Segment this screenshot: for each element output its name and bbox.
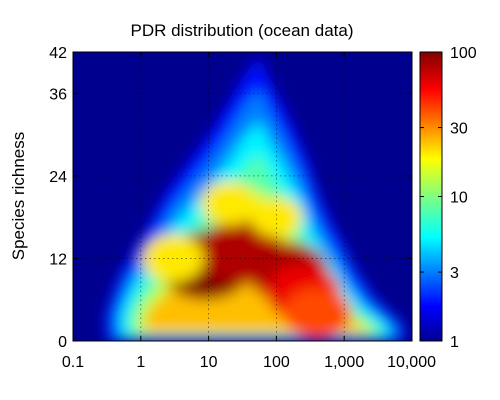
hot-region-6 (201, 181, 258, 226)
x-axis: 0.1 1 10 100 1,000 10,000 (62, 52, 436, 371)
chart-title: PDR distribution (ocean data) (130, 21, 353, 40)
colorbar-tick-label: 10 (450, 190, 468, 207)
colorbar-tick-label: 3 (450, 265, 459, 282)
y-tick-label: 42 (49, 45, 67, 62)
y-tick-label: 0 (58, 334, 67, 351)
grid-lines (73, 52, 412, 341)
colorbar-axis: 1 3 10 30 100 (420, 45, 477, 351)
x-tick-label: 100 (263, 354, 290, 371)
y-axis-label: Species richness (9, 132, 28, 261)
y-tick-label: 24 (49, 169, 67, 186)
x-tick-label: 1,000 (324, 354, 364, 371)
colorbar-tick-label: 30 (450, 121, 468, 138)
y-axis: 0 12 24 36 42 (49, 45, 412, 351)
y-tick-label: 12 (49, 251, 67, 268)
colorbar-tick-label: 100 (450, 45, 477, 62)
hot-region-4 (283, 287, 352, 340)
heatmap-layer (105, 58, 406, 341)
y-tick-label: 36 (49, 86, 67, 103)
x-tick-label: 10 (200, 354, 218, 371)
colorbar-tick-label: 1 (450, 334, 459, 351)
x-tick-label: 0.1 (62, 354, 84, 371)
x-tick-label: 10,000 (387, 354, 436, 371)
x-tick-label: 1 (136, 354, 145, 371)
hot-region-7 (250, 197, 303, 238)
plot-frame (72, 51, 413, 342)
